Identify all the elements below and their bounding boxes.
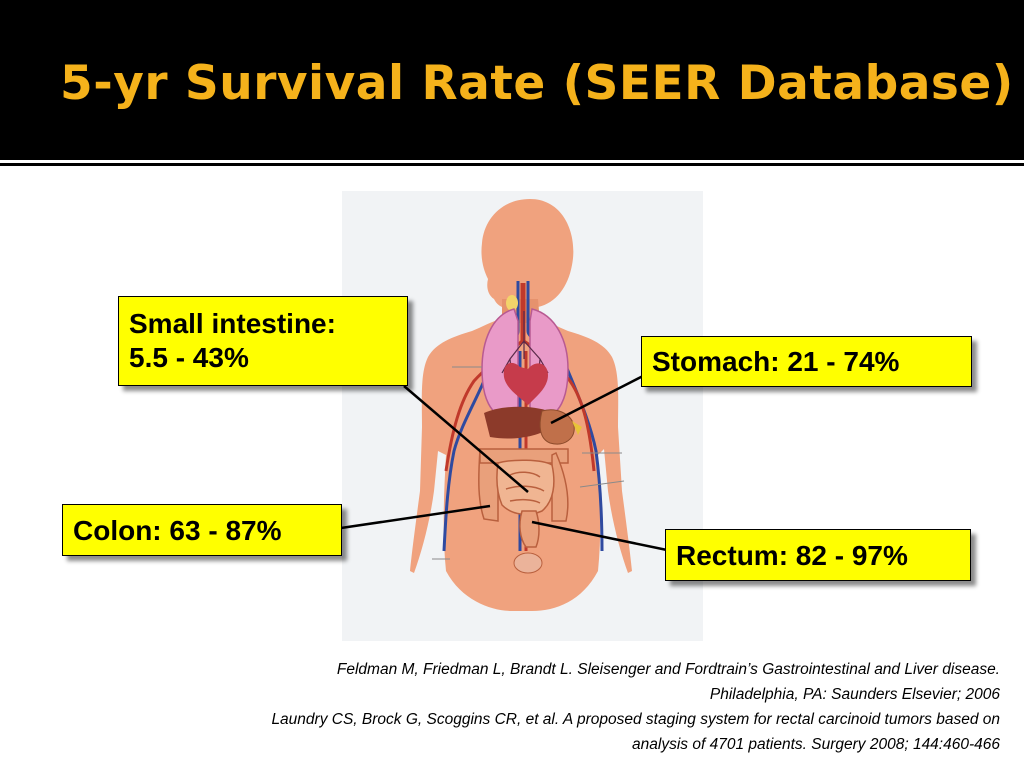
title-divider [0, 160, 1024, 172]
gallbladder [572, 421, 582, 435]
small-intestine-callout: Small intestine: 5.5 - 43% [118, 296, 408, 386]
small-intestine-rate: 5.5 - 43% [129, 342, 249, 373]
rectum-rate: Rectum: 82 - 97% [676, 540, 908, 571]
citations: Feldman M, Friedman L, Brandt L. Sleisen… [40, 657, 1000, 757]
citation-line: Feldman M, Friedman L, Brandt L. Sleisen… [336, 661, 1000, 678]
bladder [513, 552, 543, 574]
reference-lines [432, 366, 625, 560]
citation-line: Laundry CS, Brock G, Scoggins CR, et al.… [271, 711, 1000, 728]
heart [503, 362, 548, 405]
small-intestine-label: Small intestine: [129, 308, 336, 339]
colon-callout: Colon: 63 - 87% [62, 504, 342, 556]
slide-title: 5-yr Survival Rate (SEER Database) [60, 56, 1014, 111]
stomach-rate: Stomach: 21 - 74% [652, 346, 900, 377]
citation-line: analysis of 4701 patients. Surgery 2008;… [632, 736, 1000, 753]
colon-rate: Colon: 63 - 87% [73, 515, 282, 546]
thyroid [506, 295, 518, 311]
rectum-callout: Rectum: 82 - 97% [665, 529, 971, 581]
citation-line: Philadelphia, PA: Saunders Elsevier; 200… [709, 686, 1000, 703]
title-band: 5-yr Survival Rate (SEER Database) [0, 0, 1024, 158]
stomach-callout: Stomach: 21 - 74% [641, 336, 972, 387]
anatomy-illustration [342, 191, 703, 641]
